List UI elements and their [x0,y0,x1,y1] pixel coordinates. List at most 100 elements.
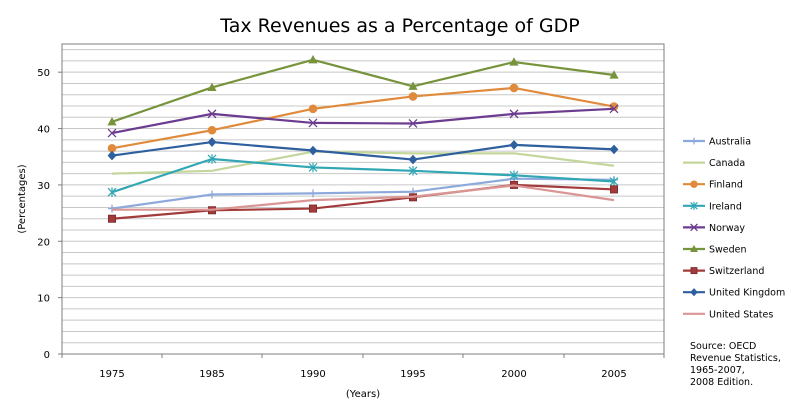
data-point [690,267,698,275]
data-point [609,144,619,155]
legend-label: Sweden [709,245,747,256]
data-point [207,137,217,147]
y-tick-label: 0 [44,350,50,361]
data-point [308,145,318,156]
data-point [690,223,698,232]
legend-label: Ireland [709,201,742,212]
series-line [111,177,615,210]
x-tick-label: 1985 [199,369,224,380]
data-point [690,137,698,145]
y-tick-label: 20 [37,237,50,248]
series-line [111,150,615,175]
series-line [111,183,615,220]
data-point [107,187,117,198]
chart-title: Tax Revenues as a Percentage of GDP [219,15,579,37]
data-point [308,54,318,64]
legend-item: Finland [683,180,743,191]
source-line: Source: OECD [690,341,756,352]
data-point [108,204,116,213]
source-line: Revenue Statistics, [690,353,781,364]
series-line [112,184,615,211]
legend-item: Sweden [683,245,747,256]
series-line [111,140,615,161]
data-point [309,189,317,198]
data-point [107,150,117,161]
series-line [111,157,615,194]
data-point [308,204,317,213]
series-line [111,107,615,135]
data-point [107,116,117,126]
data-point [690,201,698,210]
data-point [690,244,698,253]
legend-item: Canada [683,158,745,169]
y-tick-label: 30 [37,181,50,192]
x-axis-ticks: 1975 1985 1990 1995 2000 2005 [61,354,665,380]
y-tick-label: 10 [37,294,50,305]
gridlines [62,49,664,344]
series-sweden [107,54,619,126]
data-point [108,214,117,223]
legend-label: Norway [709,223,745,234]
data-point [308,118,318,128]
data-point [609,104,619,114]
legend-item: Australia [683,137,751,148]
series-line [111,86,615,150]
legend: Australia Canada Finland Ireland Norway Swede… [683,137,785,320]
series-united-kingdom [107,137,619,165]
series-line [111,58,615,123]
data-point [690,180,698,188]
legend-label: Australia [709,137,751,148]
series-lines [107,54,619,223]
y-axis-ticks: 0 10 20 30 40 50 [37,68,62,361]
data-point [208,190,216,199]
legend-label: United Kingdom [709,288,785,299]
legend-item: Norway [683,223,745,234]
data-point [509,57,519,66]
y-axis-label: (Percentages) [17,164,28,233]
data-point [408,166,418,176]
data-point [308,162,318,173]
data-point [308,104,318,114]
series-ireland [107,154,619,198]
legend-item: United States [683,309,773,320]
legend-item: Switzerland [683,266,764,277]
data-point [408,81,418,90]
data-point [207,82,217,91]
series-finland [107,83,619,153]
data-point [610,185,619,194]
data-point [107,128,117,138]
data-point [609,176,619,187]
x-tick-label: 1990 [300,369,325,380]
data-point [408,119,418,128]
legend-item: Ireland [683,201,742,212]
data-point [509,140,519,150]
series-canada [111,150,615,175]
series-united-states [112,184,615,211]
data-point [207,109,217,119]
data-point [609,70,619,79]
legend-label: United States [709,309,773,320]
data-point [207,154,217,164]
source-line: 1965-2007, [690,365,745,376]
x-tick-label: 1975 [99,369,124,380]
legend-label: Finland [709,180,743,191]
data-point [207,125,217,135]
x-tick-label: 2000 [501,369,526,380]
legend-label: Switzerland [709,266,764,277]
y-tick-label: 50 [37,68,50,79]
data-point [509,170,519,181]
x-tick-label: 1995 [400,369,425,380]
data-point [690,288,698,297]
legend-item: United Kingdom [683,288,785,299]
data-point [509,83,519,93]
x-axis-label: (Years) [346,389,380,400]
data-point [408,154,418,165]
x-tick-label: 2005 [601,369,626,380]
series-norway [107,104,619,138]
y-tick-label: 40 [37,125,50,136]
legend-label: Canada [709,158,745,169]
source-line: 2008 Edition. [690,377,753,388]
data-point [509,109,519,119]
